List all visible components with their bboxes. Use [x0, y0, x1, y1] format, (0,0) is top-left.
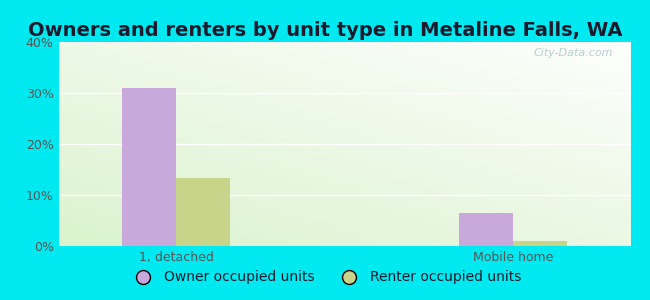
Bar	[122, 88, 176, 246]
Bar	[176, 178, 230, 246]
Bar	[459, 213, 513, 246]
Legend: Owner occupied units, Renter occupied units: Owner occupied units, Renter occupied un…	[124, 265, 526, 290]
Text: City-Data.com: City-Data.com	[534, 48, 614, 58]
Text: Owners and renters by unit type in Metaline Falls, WA: Owners and renters by unit type in Metal…	[28, 21, 622, 40]
Bar	[513, 241, 567, 246]
